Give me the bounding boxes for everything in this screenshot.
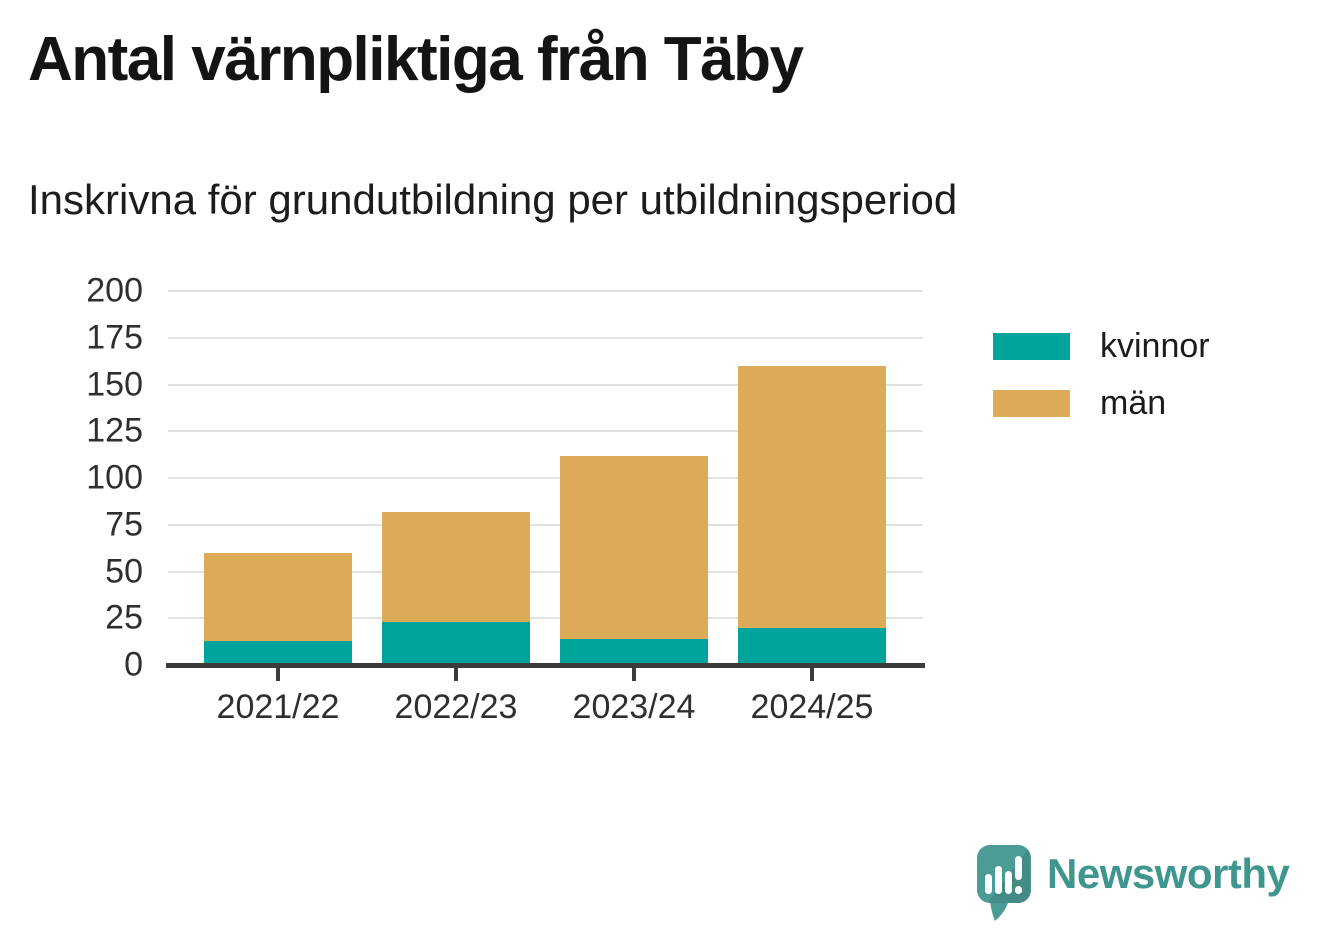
x-axis-line (166, 663, 925, 668)
legend-swatch-män (993, 390, 1070, 417)
x-axis-tick-label: 2024/25 (750, 688, 874, 726)
gridline (168, 336, 923, 339)
bar-segment-kvinnor-2024/25 (738, 627, 886, 665)
bar-segment-män-2023/24 (560, 455, 708, 639)
gridline (168, 617, 923, 620)
x-axis-tick (276, 668, 280, 681)
y-axis-tick-label: 75 (105, 505, 143, 544)
brand-footer: Newsworthy (976, 844, 1290, 922)
bar-segment-män-2021/22 (204, 552, 352, 641)
y-axis-tick-label: 100 (86, 458, 143, 497)
chart-title: Antal värnpliktiga från Täby (28, 25, 804, 94)
legend-swatch-kvinnor (993, 333, 1070, 360)
y-axis-tick-label: 0 (124, 645, 143, 684)
x-axis-tick-label: 2023/24 (572, 688, 696, 726)
newsworthy-logo-icon (977, 845, 1031, 921)
y-axis-tick-label: 175 (86, 318, 143, 357)
gridline (168, 570, 923, 573)
gridline (168, 477, 923, 479)
y-axis-tick-label: 200 (86, 271, 143, 310)
gridline (168, 430, 923, 433)
legend-label: kvinnor (1100, 327, 1210, 365)
x-axis-tick (632, 668, 636, 681)
bar-segment-män-2022/23 (382, 511, 530, 622)
chart-subtitle: Inskrivna för grundutbildning per utbild… (28, 176, 958, 223)
legend-item-män: män (993, 384, 1210, 422)
legend: kvinnor män (993, 327, 1210, 447)
gridline (168, 383, 923, 386)
bar-segment-kvinnor-2023/24 (560, 638, 708, 665)
bar-segment-män-2024/25 (738, 365, 886, 628)
x-axis-tick (810, 668, 814, 681)
y-axis-tick-label: 150 (86, 364, 143, 403)
x-axis-tick-label: 2022/23 (394, 688, 518, 726)
brand-name: Newsworthy (1047, 850, 1290, 897)
y-axis-tick-label: 125 (86, 411, 143, 450)
x-axis-tick-label: 2021/22 (216, 688, 340, 726)
bar-segment-kvinnor-2021/22 (204, 640, 352, 665)
y-axis-tick-label: 50 (105, 551, 143, 590)
legend-item-kvinnor: kvinnor (993, 327, 1210, 365)
x-axis-tick (454, 668, 458, 681)
y-axis-tick-label: 25 (105, 598, 143, 637)
gridline (168, 290, 923, 292)
bar-segment-kvinnor-2022/23 (382, 621, 530, 665)
legend-label: män (1100, 384, 1167, 422)
gridline (168, 523, 923, 526)
